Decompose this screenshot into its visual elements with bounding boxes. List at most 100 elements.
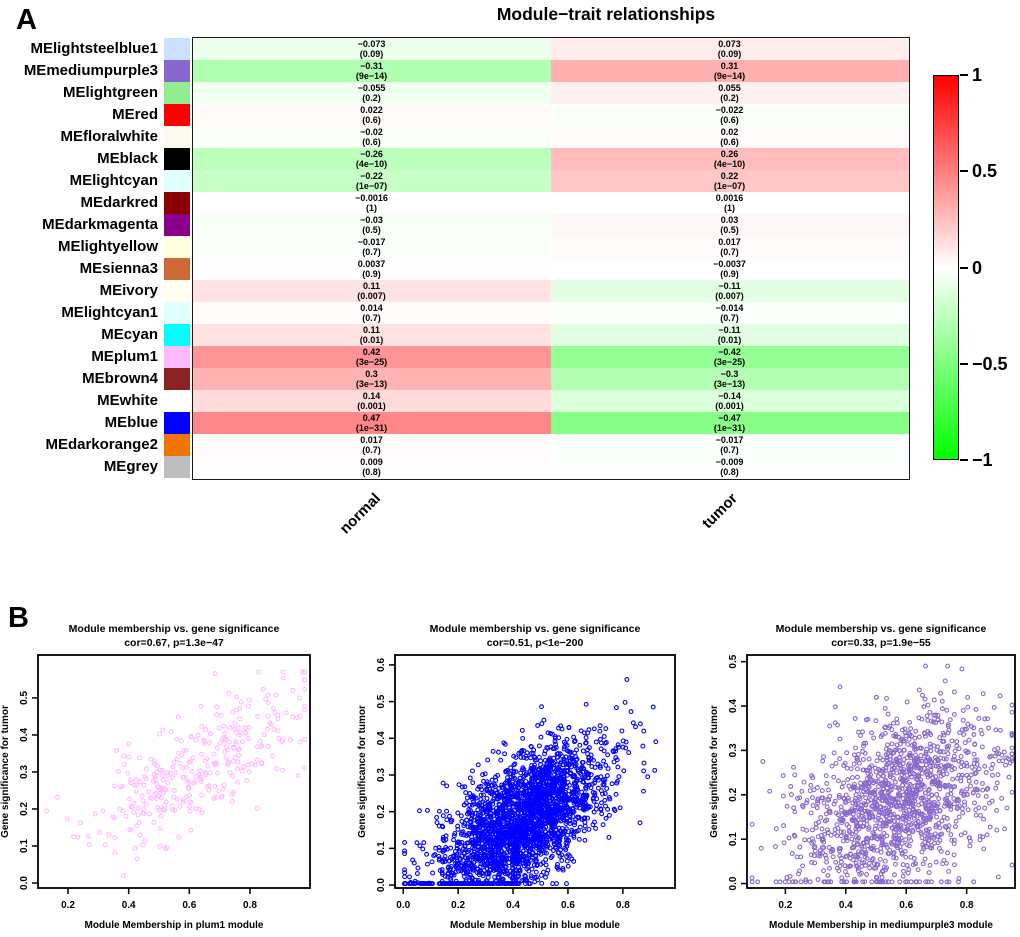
data-point bbox=[557, 853, 563, 859]
data-point bbox=[543, 811, 549, 817]
data-point bbox=[246, 697, 252, 703]
data-point bbox=[619, 728, 625, 734]
data-point bbox=[162, 786, 168, 791]
data-point bbox=[551, 831, 557, 836]
data-point bbox=[120, 784, 126, 790]
data-point bbox=[907, 719, 913, 725]
data-point bbox=[908, 822, 914, 828]
data-point bbox=[605, 806, 611, 812]
data-point bbox=[906, 761, 912, 767]
data-point bbox=[580, 766, 586, 771]
data-point bbox=[523, 772, 529, 778]
data-point bbox=[227, 769, 233, 775]
data-point bbox=[995, 772, 1001, 778]
data-point bbox=[893, 731, 899, 737]
data-point bbox=[924, 758, 930, 764]
data-point bbox=[460, 881, 466, 887]
data-point bbox=[575, 814, 580, 820]
data-point bbox=[214, 704, 220, 710]
data-point bbox=[841, 780, 846, 786]
data-point bbox=[470, 841, 476, 847]
data-point bbox=[500, 784, 506, 790]
data-point bbox=[593, 806, 599, 812]
data-point bbox=[957, 730, 962, 736]
data-point bbox=[945, 850, 951, 856]
module-label: MEdarkorange2 bbox=[45, 436, 158, 453]
data-point bbox=[946, 868, 952, 874]
data-point bbox=[894, 759, 900, 765]
data-point bbox=[926, 870, 932, 876]
data-point bbox=[244, 778, 250, 783]
data-point bbox=[577, 802, 583, 808]
data-point bbox=[789, 851, 795, 856]
data-point bbox=[206, 787, 212, 793]
data-point bbox=[859, 844, 865, 850]
data-point bbox=[903, 837, 909, 843]
data-point bbox=[507, 868, 513, 874]
data-point bbox=[551, 841, 557, 847]
data-point bbox=[969, 764, 975, 770]
data-point bbox=[152, 759, 158, 765]
data-point bbox=[832, 704, 838, 710]
data-point bbox=[402, 851, 408, 857]
data-point bbox=[237, 706, 243, 712]
data-point bbox=[948, 806, 954, 812]
data-point bbox=[598, 774, 604, 780]
data-point bbox=[184, 765, 190, 770]
data-point bbox=[193, 737, 199, 743]
data-point bbox=[807, 788, 813, 794]
data-point bbox=[897, 844, 903, 850]
data-point bbox=[516, 778, 522, 784]
data-point bbox=[458, 831, 464, 837]
data-point bbox=[848, 766, 854, 772]
data-point bbox=[484, 832, 490, 838]
data-point bbox=[520, 853, 526, 859]
data-point bbox=[884, 798, 890, 804]
data-point bbox=[92, 811, 98, 817]
data-point bbox=[489, 777, 495, 783]
data-point bbox=[422, 881, 428, 887]
data-point bbox=[230, 745, 236, 750]
heatmap-row: −0.017 (0.7) 0.017 (0.7) bbox=[192, 235, 909, 258]
data-point bbox=[1009, 732, 1015, 738]
data-point bbox=[222, 749, 228, 754]
plot-box bbox=[746, 654, 1016, 889]
data-point bbox=[860, 729, 865, 735]
y-tick-label: 0.0 bbox=[728, 876, 739, 890]
data-point bbox=[221, 723, 227, 729]
data-point bbox=[545, 802, 551, 808]
data-point bbox=[928, 718, 934, 724]
data-point bbox=[454, 845, 460, 851]
data-point bbox=[967, 843, 973, 849]
data-point bbox=[808, 852, 814, 858]
data-point bbox=[539, 880, 545, 886]
data-point bbox=[815, 834, 821, 840]
data-point bbox=[979, 731, 985, 737]
data-point bbox=[835, 722, 840, 728]
data-point bbox=[544, 839, 550, 845]
data-point bbox=[214, 712, 220, 718]
data-point bbox=[455, 881, 461, 887]
x-tick-label: 0.2 bbox=[451, 900, 465, 911]
data-point bbox=[938, 879, 944, 885]
data-point bbox=[490, 748, 496, 754]
data-point bbox=[893, 855, 899, 861]
data-point bbox=[904, 842, 910, 848]
data-point bbox=[504, 788, 510, 794]
data-point bbox=[872, 797, 878, 803]
data-point bbox=[272, 710, 278, 716]
data-point bbox=[971, 725, 977, 731]
data-point bbox=[918, 753, 924, 759]
data-point bbox=[873, 769, 879, 775]
data-point bbox=[934, 792, 940, 797]
data-point bbox=[865, 843, 871, 849]
data-point bbox=[604, 786, 610, 791]
data-point bbox=[523, 785, 529, 791]
data-point bbox=[850, 808, 856, 814]
data-point bbox=[828, 832, 834, 838]
data-point bbox=[530, 831, 535, 837]
data-point bbox=[939, 719, 945, 725]
heatmap-cell: −0.14 (0.001) bbox=[550, 389, 909, 412]
data-point bbox=[927, 810, 932, 816]
data-point bbox=[478, 816, 484, 822]
